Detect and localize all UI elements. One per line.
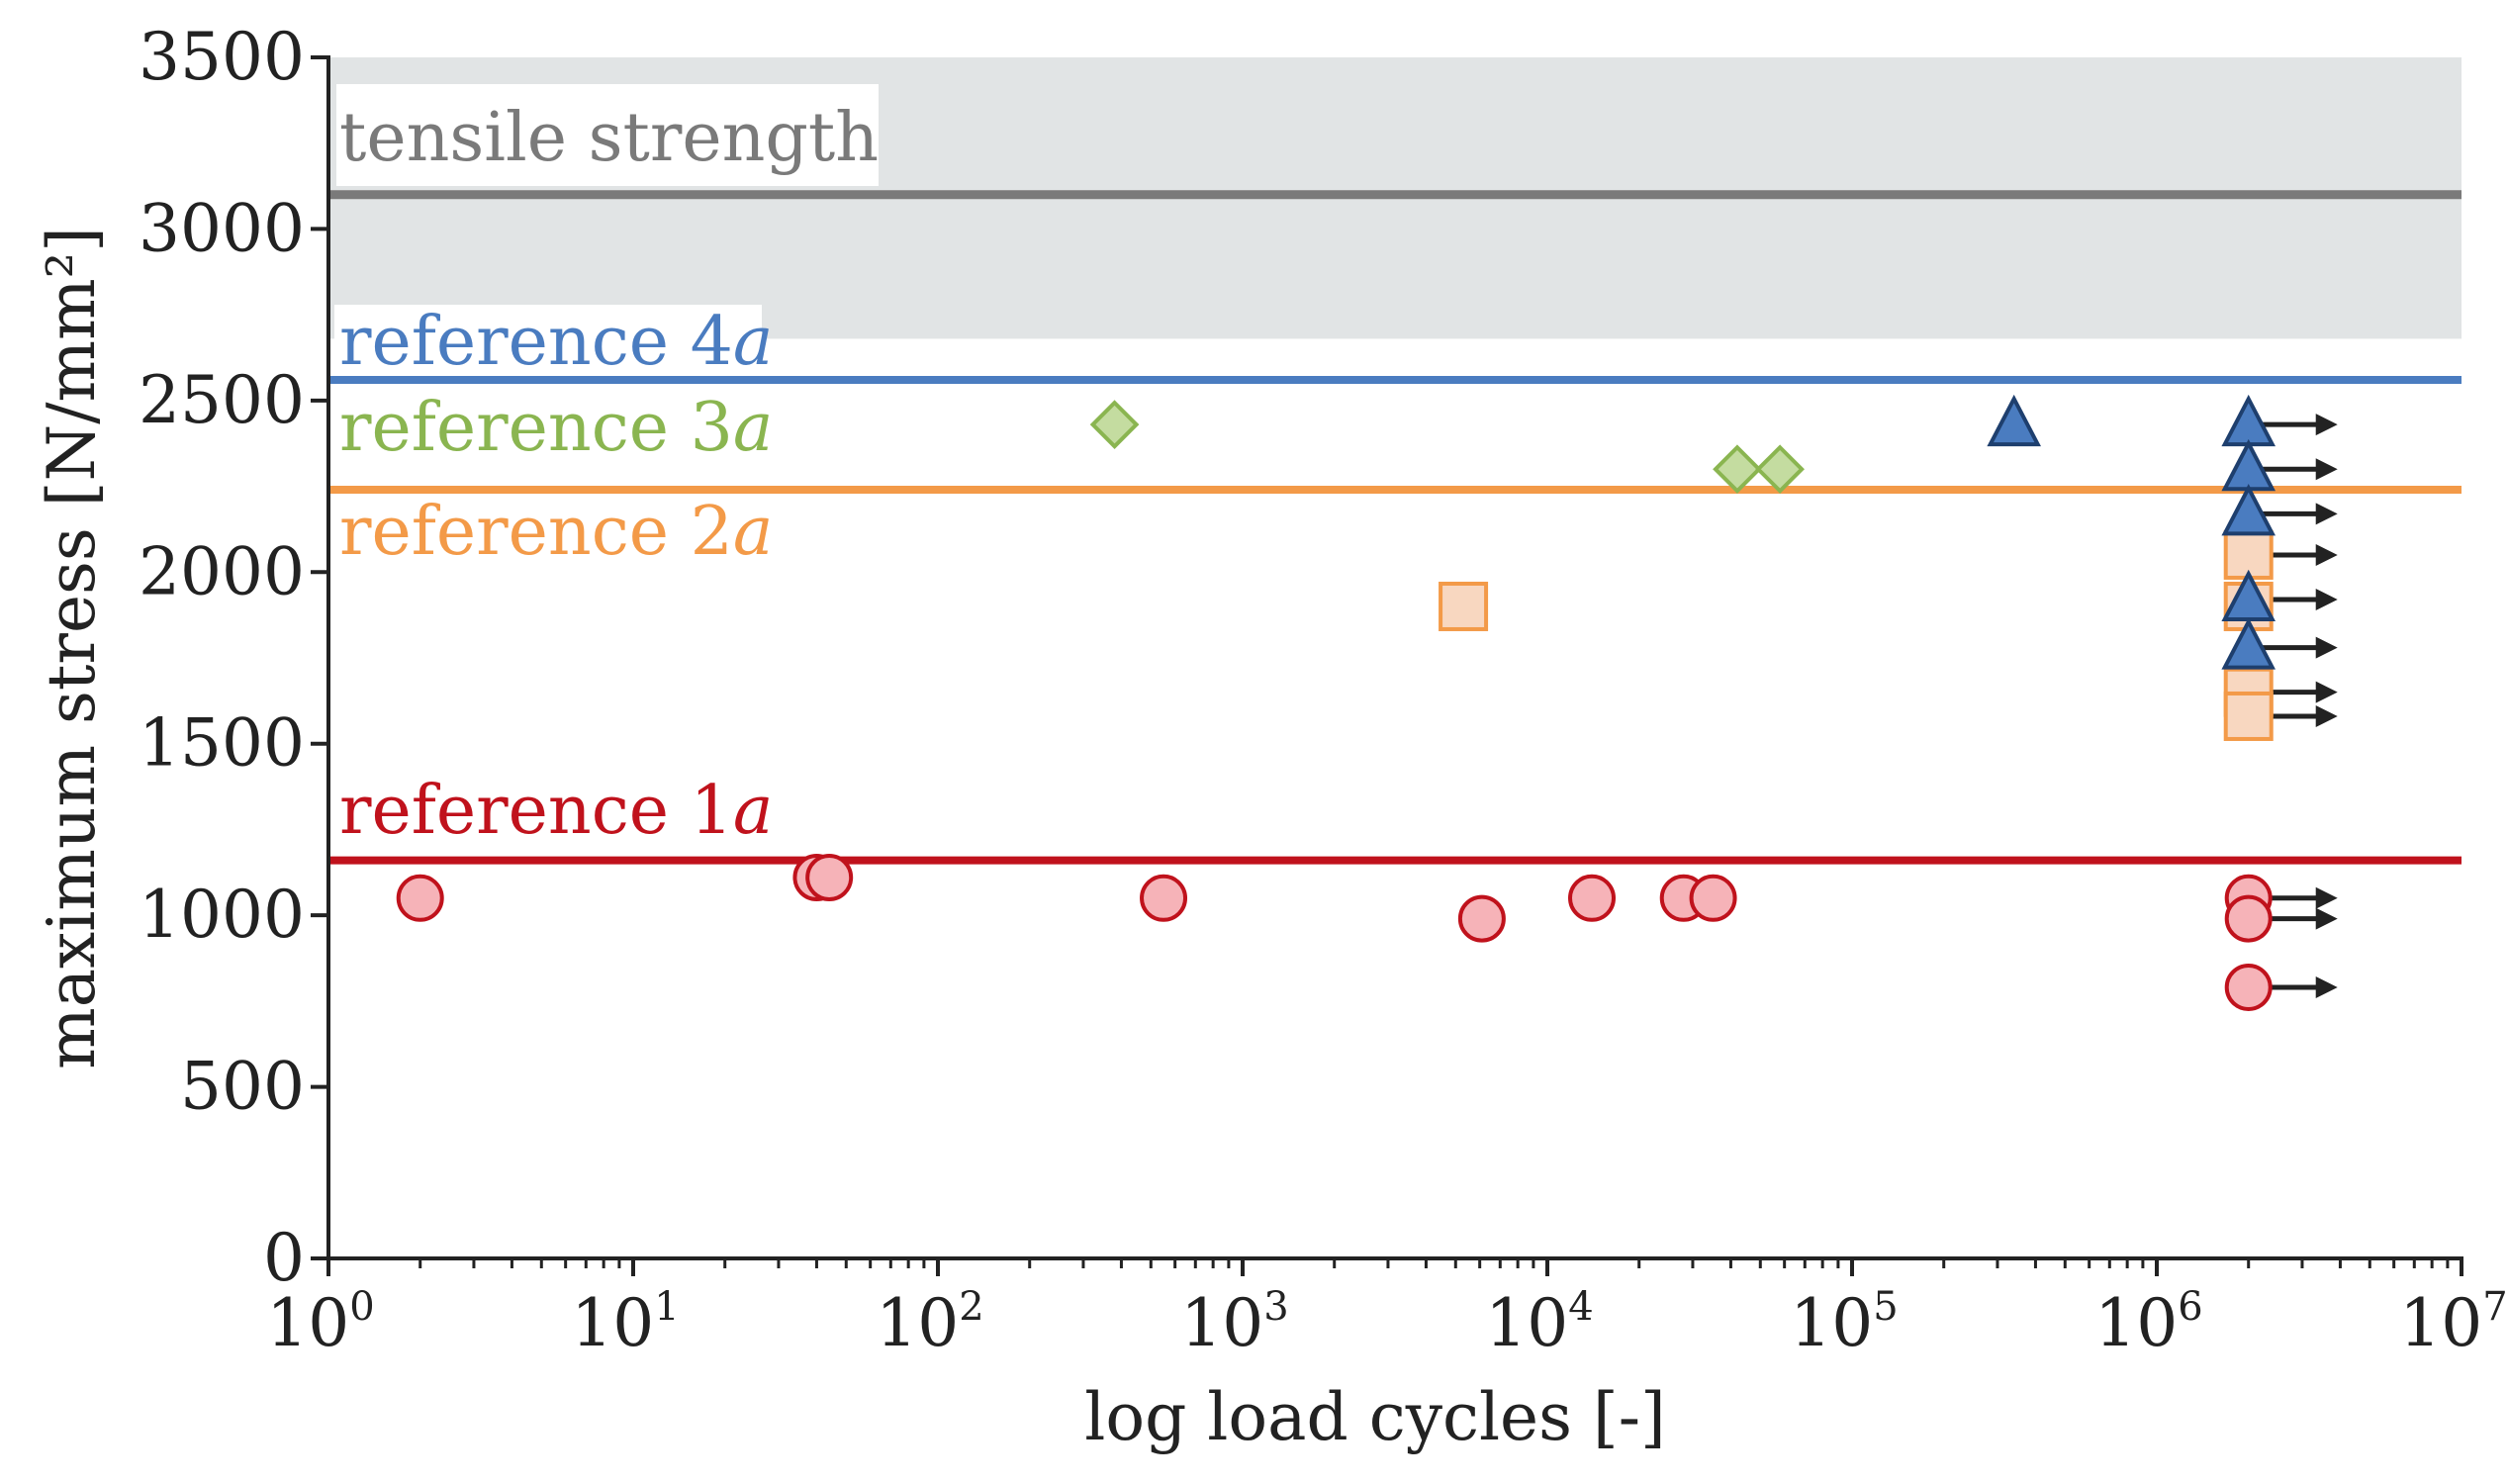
x-tick-exponent: 1: [654, 1284, 679, 1330]
data-point-reference-4a: [2221, 438, 2276, 492]
data-point-reference-3a: [1755, 444, 1805, 495]
tensile-strength-label: tensile strength: [339, 99, 879, 177]
x-tick-base: 10: [1180, 1285, 1263, 1361]
data-point-reference-4a: [1987, 394, 2041, 447]
data-point-reference-1a: [1689, 874, 1737, 922]
y-tick-label: 1000: [139, 877, 305, 953]
y-tick-label: 3000: [139, 190, 305, 266]
runout-arrow-head: [2315, 414, 2338, 436]
x-tick-label: 101: [571, 1284, 679, 1361]
reference-label-reference-3: reference 3a: [339, 389, 773, 467]
x-tick-exponent: 0: [349, 1284, 374, 1330]
y-tick-label: 3500: [139, 19, 305, 95]
data-point-reference-1a: [396, 874, 444, 922]
x-tick-base: 10: [571, 1285, 654, 1361]
y-axis-title: maximum stress [N/mm²]: [34, 227, 110, 1069]
y-tick-label: 500: [180, 1049, 305, 1125]
y-tick-label: 2000: [139, 533, 305, 609]
x-tick-base: 10: [1790, 1285, 1873, 1361]
x-tick-exponent: 7: [2482, 1284, 2507, 1330]
x-tick-label: 100: [266, 1284, 374, 1361]
x-axis-title: log load cycles [-]: [1084, 1379, 1666, 1455]
y-tick-label: 0: [263, 1220, 305, 1296]
x-tick-label: 105: [1790, 1284, 1898, 1361]
reference-label-suffix: a: [733, 303, 774, 381]
y-tick-label: 1500: [139, 705, 305, 782]
x-tick-label: 104: [1485, 1284, 1593, 1361]
data-point-reference-4a: [2221, 483, 2276, 536]
reference-label-suffix: a: [733, 493, 774, 571]
x-tick-label: 103: [1180, 1284, 1288, 1361]
reference-label-reference-2: reference 2a: [339, 493, 773, 571]
data-point-reference-1a: [2224, 963, 2273, 1011]
x-tick-label: 107: [2399, 1284, 2507, 1361]
data-point-reference-3a: [1089, 400, 1140, 449]
x-tick-base: 10: [876, 1285, 959, 1361]
runout-arrow-head: [2315, 636, 2338, 659]
runout-arrow-head: [2315, 543, 2338, 566]
runout-arrow-head: [2315, 589, 2338, 611]
data-point-reference-2a: [2223, 691, 2274, 741]
x-tick-exponent: 3: [1263, 1284, 1288, 1330]
runout-arrow-head: [2315, 704, 2338, 727]
reference-label-text: reference 1: [339, 772, 733, 850]
reference-label-text: reference 4: [339, 303, 733, 381]
reference-label-suffix: a: [733, 389, 774, 467]
reference-label-bg: [334, 305, 762, 376]
runout-arrow-head: [2315, 458, 2338, 481]
x-tick-exponent: 2: [959, 1284, 983, 1330]
x-tick-label: 102: [876, 1284, 983, 1361]
reference-label-reference-4: reference 4a: [339, 303, 773, 381]
data-point-reference-2a: [1439, 581, 1489, 631]
reference-label-text: reference 2: [339, 493, 733, 571]
reference-label-suffix: a: [733, 772, 774, 850]
tensile-label-bg: [336, 84, 879, 186]
data-point-reference-4a: [2221, 394, 2276, 447]
data-point-reference-1a: [1140, 874, 1188, 922]
runout-arrow-head: [2315, 886, 2338, 909]
data-point-reference-1a: [805, 853, 854, 901]
x-tick-base: 10: [1485, 1285, 1568, 1361]
x-tick-base: 10: [2094, 1285, 2178, 1361]
x-tick-base: 10: [266, 1285, 349, 1361]
reference-label-reference-1: reference 1a: [339, 772, 773, 850]
runout-arrow-head: [2315, 975, 2338, 998]
y-tick-label: 2500: [139, 362, 305, 438]
data-point-reference-1a: [1568, 874, 1617, 922]
runout-arrow-head: [2315, 503, 2338, 525]
data-point-reference-1a: [2224, 894, 2273, 943]
runout-arrow-head: [2315, 907, 2338, 930]
x-tick-label: 106: [2094, 1284, 2202, 1361]
x-tick-exponent: 4: [1568, 1284, 1593, 1330]
data-point-reference-3a: [1713, 444, 1762, 495]
data-point-reference-4a: [2221, 617, 2276, 670]
x-tick-exponent: 5: [1873, 1284, 1898, 1330]
data-point-reference-1a: [1457, 894, 1506, 943]
runout-arrow-head: [2315, 681, 2338, 703]
x-tick-exponent: 6: [2178, 1284, 2202, 1330]
reference-label-text: reference 3: [339, 389, 733, 467]
x-tick-base: 10: [2399, 1285, 2482, 1361]
